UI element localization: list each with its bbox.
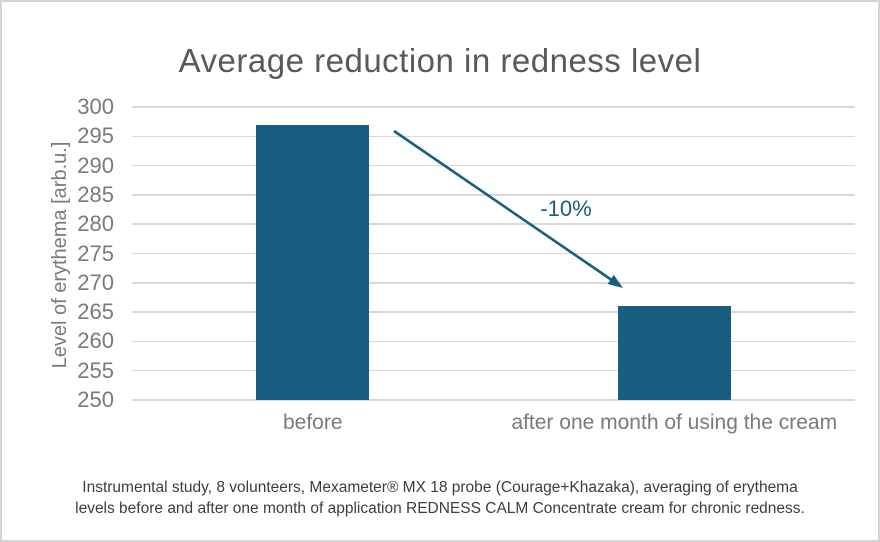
y-tick-label: 280 [77,211,114,237]
chart-title: Average reduction in redness level [178,42,702,79]
gridline [132,399,855,401]
y-tick-label: 295 [77,123,114,149]
y-tick-label: 285 [77,181,114,207]
y-tick-label: 265 [77,299,114,325]
bar-before [256,124,370,400]
x-category-label: before [282,411,343,434]
y-tick-label: 270 [77,269,114,295]
gridline [132,311,855,313]
y-tick-label: 250 [77,387,114,412]
y-tick-label: 275 [77,240,114,266]
bar-after [617,306,731,400]
y-tick-label: 290 [77,152,114,178]
percent-change-annotation: -10% [540,196,592,221]
x-category-label: after one month of using the cream [511,411,838,434]
gridline [132,223,855,225]
gridline [132,340,855,343]
gridline [132,282,855,284]
study-footnote: Instrumental study, 8 volunteers, Mexame… [2,478,878,520]
gridline [132,252,855,255]
gridline [132,194,855,196]
y-axis-title: Level of erythema [arb.u.] [49,141,71,369]
gridline [132,135,855,138]
gridline [132,369,855,372]
footnote-line-2: levels before and after one month of app… [75,499,805,517]
y-tick-label: 300 [77,94,114,119]
gridline [132,106,855,108]
gridline [132,164,855,167]
y-tick-label: 260 [77,328,114,354]
y-tick-label: 255 [77,357,114,383]
footnote-line-1: Instrumental study, 8 volunteers, Mexame… [82,479,798,496]
